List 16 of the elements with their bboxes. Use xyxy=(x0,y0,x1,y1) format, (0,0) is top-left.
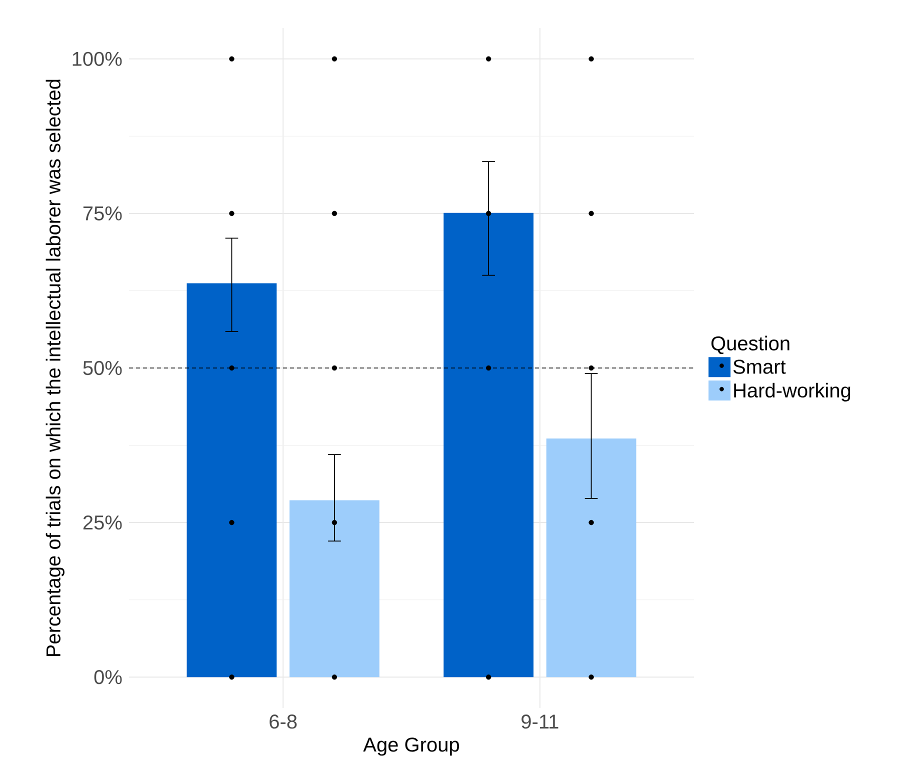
bar xyxy=(186,283,277,678)
legend-label: Smart xyxy=(733,360,786,374)
x-axis-title: Age Group xyxy=(363,738,460,756)
y-tick-label: 25% xyxy=(83,515,122,530)
y-tick-label: 50% xyxy=(83,360,122,376)
x-tick-label: 6-8 xyxy=(270,714,297,729)
bar xyxy=(546,438,636,678)
x-tick-label: 9-11 xyxy=(522,714,558,729)
legend-label: Hard-working xyxy=(734,382,850,402)
y-tick-label: 75% xyxy=(83,206,122,220)
legend-title: Question xyxy=(711,336,790,354)
y-tick-label: 0% xyxy=(94,670,122,684)
bar xyxy=(290,500,380,678)
y-tick-label: 100% xyxy=(72,52,122,66)
bar xyxy=(444,212,534,678)
y-axis-title: Percentage of trials on which the intellectual laborer was selected xyxy=(46,80,64,656)
